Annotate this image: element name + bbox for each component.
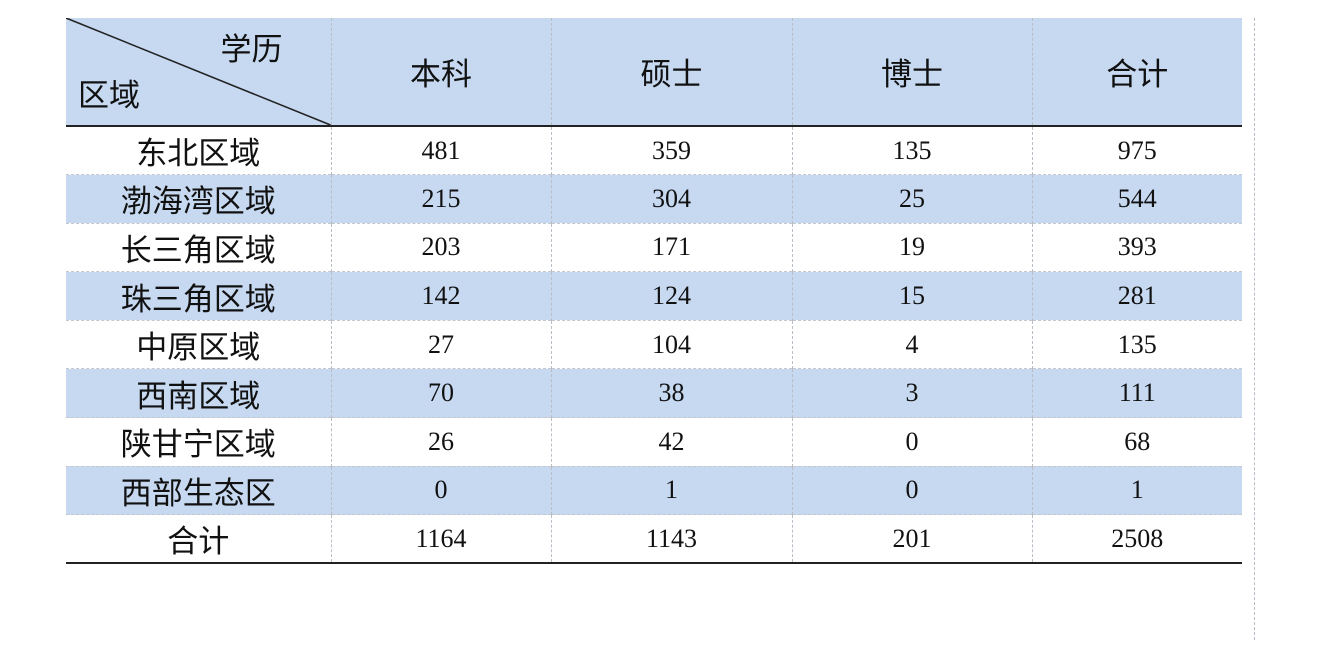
table-row: 陕甘宁区域 26 42 0 68 — [66, 417, 1242, 467]
region-cell: 合计 — [66, 514, 331, 565]
region-cell: 东北区域 — [66, 125, 331, 175]
region-cell: 长三角区域 — [66, 222, 331, 272]
value-cell: 171 — [550, 222, 792, 272]
value-cell: 2508 — [1031, 514, 1242, 565]
value-cell: 304 — [550, 174, 792, 224]
value-cell: 201 — [791, 514, 1032, 565]
value-cell: 104 — [550, 319, 792, 369]
value-cell: 68 — [1031, 417, 1242, 467]
value-cell: 0 — [330, 465, 551, 515]
table-row: 中原区域 27 104 4 135 — [66, 319, 1242, 369]
value-cell: 38 — [550, 368, 792, 418]
region-cell: 西南区域 — [66, 368, 331, 418]
column-header: 硕士 — [550, 18, 792, 127]
value-cell: 135 — [791, 125, 1032, 175]
header-row: 学历 区域 本科 硕士 博士 合计 — [66, 18, 1242, 127]
value-cell: 111 — [1031, 368, 1242, 418]
value-cell: 1164 — [330, 514, 551, 565]
value-cell: 544 — [1031, 174, 1242, 224]
table-row: 长三角区域 203 171 19 393 — [66, 222, 1242, 272]
value-cell: 215 — [330, 174, 551, 224]
value-cell: 124 — [550, 271, 792, 321]
value-cell: 15 — [791, 271, 1032, 321]
column-header: 合计 — [1031, 18, 1242, 127]
table-row: 渤海湾区域 215 304 25 544 — [66, 174, 1242, 224]
value-cell: 975 — [1031, 125, 1242, 175]
column-header: 本科 — [330, 18, 551, 127]
value-cell: 70 — [330, 368, 551, 418]
diagonal-divider — [66, 18, 331, 125]
region-cell: 珠三角区域 — [66, 271, 331, 321]
total-row: 合计 1164 1143 201 2508 — [66, 514, 1242, 565]
value-cell: 26 — [330, 417, 551, 467]
corner-top-label: 学历 — [220, 32, 283, 67]
value-cell: 135 — [1031, 319, 1242, 369]
value-cell: 19 — [791, 222, 1032, 272]
region-cell: 西部生态区 — [66, 465, 331, 515]
value-cell: 393 — [1031, 222, 1242, 272]
region-cell: 中原区域 — [66, 319, 331, 369]
value-cell: 481 — [330, 125, 551, 175]
table-row: 西南区域 70 38 3 111 — [66, 368, 1242, 418]
value-cell: 4 — [791, 319, 1032, 369]
value-cell: 359 — [550, 125, 792, 175]
value-cell: 1 — [550, 465, 792, 515]
gridline — [1254, 18, 1255, 640]
value-cell: 25 — [791, 174, 1032, 224]
region-cell: 陕甘宁区域 — [66, 417, 331, 467]
value-cell: 142 — [330, 271, 551, 321]
value-cell: 281 — [1031, 271, 1242, 321]
region-education-table: 学历 区域 本科 硕士 博士 合计 东北区域 481 359 135 975 渤… — [66, 18, 1242, 565]
table-row: 珠三角区域 142 124 15 281 — [66, 271, 1242, 321]
table-row: 西部生态区 0 1 0 1 — [66, 465, 1242, 515]
value-cell: 0 — [791, 417, 1032, 467]
region-cell: 渤海湾区域 — [66, 174, 331, 224]
value-cell: 203 — [330, 222, 551, 272]
value-cell: 27 — [330, 319, 551, 369]
value-cell: 1 — [1031, 465, 1242, 515]
diagonal-corner-cell: 学历 区域 — [66, 18, 331, 127]
value-cell: 0 — [791, 465, 1032, 515]
value-cell: 1143 — [550, 514, 792, 565]
value-cell: 3 — [791, 368, 1032, 418]
table-row: 东北区域 481 359 135 975 — [66, 125, 1242, 175]
column-header: 博士 — [791, 18, 1032, 127]
value-cell: 42 — [550, 417, 792, 467]
corner-bottom-label: 区域 — [78, 78, 140, 113]
